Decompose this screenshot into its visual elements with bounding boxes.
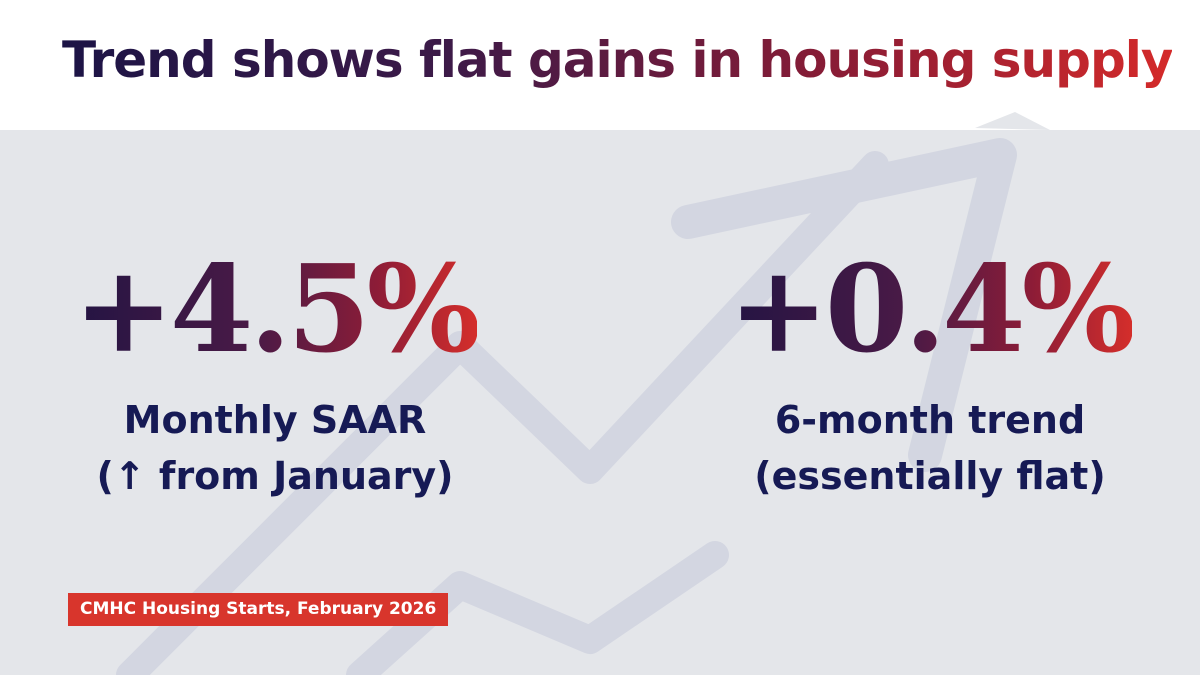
stat-label-trend-line1: 6-month trend <box>774 398 1086 442</box>
stat-six-month-trend: +0.4% 6-month trend (essentially flat) <box>690 250 1170 504</box>
stat-label-trend: 6-month trend (essentially flat) <box>690 392 1170 504</box>
header-band <box>0 0 1200 130</box>
stat-label-monthly-line2: (↑ from January) <box>96 454 454 498</box>
stat-monthly-saar: +4.5% Monthly SAAR (↑ from January) <box>40 250 510 504</box>
stat-value-trend: +0.4% <box>728 239 1135 380</box>
stat-label-trend-line2: (essentially flat) <box>754 454 1106 498</box>
stat-value-monthly: +4.5% <box>73 239 480 380</box>
page-title: Trend shows flat gains in housing supply <box>62 31 1173 89</box>
source-badge: CMHC Housing Starts, February 2026 <box>68 593 449 626</box>
stat-label-monthly-line1: Monthly SAAR <box>123 398 427 442</box>
stat-label-monthly: Monthly SAAR (↑ from January) <box>40 392 510 504</box>
